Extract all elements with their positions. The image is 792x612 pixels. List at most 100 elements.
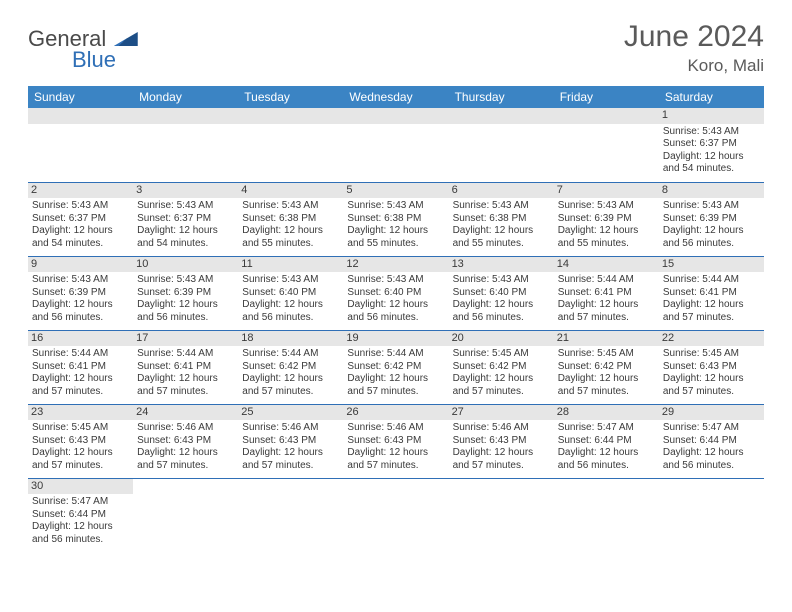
sunrise-line: Sunrise: 5:46 AM — [242, 422, 339, 435]
calendar-cell: 6Sunrise: 5:43 AMSunset: 6:38 PMDaylight… — [449, 182, 554, 256]
calendar-cell — [554, 108, 659, 182]
daylight-line: Daylight: 12 hours and 56 minutes. — [137, 299, 234, 324]
day-number: 5 — [343, 183, 448, 199]
day-number: 4 — [238, 183, 343, 199]
day-header: Tuesday — [238, 86, 343, 108]
sunrise-line: Sunrise: 5:46 AM — [347, 422, 444, 435]
calendar-cell: 5Sunrise: 5:43 AMSunset: 6:38 PMDaylight… — [343, 182, 448, 256]
sunrise-line: Sunrise: 5:43 AM — [242, 274, 339, 287]
sunrise-line: Sunrise: 5:44 AM — [663, 274, 760, 287]
day-number: 11 — [238, 257, 343, 273]
logo-sail-icon — [114, 32, 138, 46]
sunrise-line: Sunrise: 5:44 AM — [558, 274, 655, 287]
daylight-line: Daylight: 12 hours and 55 minutes. — [242, 225, 339, 250]
day-number: 6 — [449, 183, 554, 199]
calendar-cell: 26Sunrise: 5:46 AMSunset: 6:43 PMDayligh… — [343, 404, 448, 478]
calendar-cell: 21Sunrise: 5:45 AMSunset: 6:42 PMDayligh… — [554, 330, 659, 404]
calendar-cell: 17Sunrise: 5:44 AMSunset: 6:41 PMDayligh… — [133, 330, 238, 404]
day-number: 1 — [659, 108, 764, 124]
sunrise-line: Sunrise: 5:43 AM — [32, 200, 129, 213]
sunset-line: Sunset: 6:38 PM — [347, 213, 444, 226]
day-number: 27 — [449, 405, 554, 421]
sunset-line: Sunset: 6:38 PM — [242, 213, 339, 226]
day-number: 7 — [554, 183, 659, 199]
calendar-cell: 22Sunrise: 5:45 AMSunset: 6:43 PMDayligh… — [659, 330, 764, 404]
calendar-cell: 27Sunrise: 5:46 AMSunset: 6:43 PMDayligh… — [449, 404, 554, 478]
month-title: June 2024 — [624, 20, 764, 54]
daylight-line: Daylight: 12 hours and 57 minutes. — [453, 447, 550, 472]
day-number: 19 — [343, 331, 448, 347]
day-header: Thursday — [449, 86, 554, 108]
calendar-cell: 4Sunrise: 5:43 AMSunset: 6:38 PMDaylight… — [238, 182, 343, 256]
daylight-line: Daylight: 12 hours and 57 minutes. — [558, 299, 655, 324]
sunrise-line: Sunrise: 5:44 AM — [347, 348, 444, 361]
calendar-cell — [449, 478, 554, 552]
header: General Blue June 2024 Koro, Mali — [28, 20, 764, 76]
sunset-line: Sunset: 6:42 PM — [347, 361, 444, 374]
day-number: 12 — [343, 257, 448, 273]
sunset-line: Sunset: 6:43 PM — [453, 435, 550, 448]
day-header-row: SundayMondayTuesdayWednesdayThursdayFrid… — [28, 86, 764, 108]
day-number: 25 — [238, 405, 343, 421]
daylight-line: Daylight: 12 hours and 56 minutes. — [453, 299, 550, 324]
sunset-line: Sunset: 6:40 PM — [242, 287, 339, 300]
calendar-cell: 12Sunrise: 5:43 AMSunset: 6:40 PMDayligh… — [343, 256, 448, 330]
calendar-cell: 23Sunrise: 5:45 AMSunset: 6:43 PMDayligh… — [28, 404, 133, 478]
sunset-line: Sunset: 6:43 PM — [663, 361, 760, 374]
sunrise-line: Sunrise: 5:44 AM — [242, 348, 339, 361]
sunrise-line: Sunrise: 5:43 AM — [137, 274, 234, 287]
day-number: 8 — [659, 183, 764, 199]
sunset-line: Sunset: 6:39 PM — [137, 287, 234, 300]
calendar-row: 23Sunrise: 5:45 AMSunset: 6:43 PMDayligh… — [28, 404, 764, 478]
daylight-line: Daylight: 12 hours and 57 minutes. — [242, 447, 339, 472]
day-number: 18 — [238, 331, 343, 347]
daylight-line: Daylight: 12 hours and 54 minutes. — [32, 225, 129, 250]
day-number: 23 — [28, 405, 133, 421]
calendar-row: 9Sunrise: 5:43 AMSunset: 6:39 PMDaylight… — [28, 256, 764, 330]
daylight-line: Daylight: 12 hours and 57 minutes. — [663, 373, 760, 398]
sunset-line: Sunset: 6:40 PM — [453, 287, 550, 300]
daylight-line: Daylight: 12 hours and 56 minutes. — [347, 299, 444, 324]
daylight-line: Daylight: 12 hours and 57 minutes. — [453, 373, 550, 398]
sunrise-line: Sunrise: 5:43 AM — [137, 200, 234, 213]
sunrise-line: Sunrise: 5:43 AM — [558, 200, 655, 213]
calendar-cell: 2Sunrise: 5:43 AMSunset: 6:37 PMDaylight… — [28, 182, 133, 256]
daylight-line: Daylight: 12 hours and 54 minutes. — [663, 151, 760, 176]
sunset-line: Sunset: 6:42 PM — [558, 361, 655, 374]
day-number: 26 — [343, 405, 448, 421]
sunrise-line: Sunrise: 5:43 AM — [453, 274, 550, 287]
title-block: June 2024 Koro, Mali — [624, 20, 764, 76]
daylight-line: Daylight: 12 hours and 57 minutes. — [558, 373, 655, 398]
calendar-cell: 18Sunrise: 5:44 AMSunset: 6:42 PMDayligh… — [238, 330, 343, 404]
day-header: Monday — [133, 86, 238, 108]
sunset-line: Sunset: 6:42 PM — [453, 361, 550, 374]
logo-text-blue: Blue — [72, 49, 138, 71]
calendar-table: SundayMondayTuesdayWednesdayThursdayFrid… — [28, 86, 764, 552]
daylight-line: Daylight: 12 hours and 57 minutes. — [242, 373, 339, 398]
sunrise-line: Sunrise: 5:47 AM — [663, 422, 760, 435]
day-number: 2 — [28, 183, 133, 199]
day-header: Sunday — [28, 86, 133, 108]
sunrise-line: Sunrise: 5:45 AM — [32, 422, 129, 435]
calendar-cell — [554, 478, 659, 552]
sunrise-line: Sunrise: 5:46 AM — [137, 422, 234, 435]
sunrise-line: Sunrise: 5:44 AM — [137, 348, 234, 361]
location-label: Koro, Mali — [624, 56, 764, 76]
calendar-cell: 19Sunrise: 5:44 AMSunset: 6:42 PMDayligh… — [343, 330, 448, 404]
calendar-cell: 1 Sunrise: 5:43 AMSunset: 6:37 PMDaylight… — [659, 108, 764, 182]
sunrise-line: Sunrise: 5:43 AM — [663, 126, 760, 139]
sunset-line: Sunset: 6:44 PM — [558, 435, 655, 448]
calendar-cell: 29Sunrise: 5:47 AMSunset: 6:44 PMDayligh… — [659, 404, 764, 478]
sunset-line: Sunset: 6:37 PM — [137, 213, 234, 226]
day-header: Saturday — [659, 86, 764, 108]
sunrise-line: Sunrise: 5:44 AM — [32, 348, 129, 361]
day-number: 21 — [554, 331, 659, 347]
daylight-line: Daylight: 12 hours and 56 minutes. — [32, 521, 129, 546]
calendar-cell: 16Sunrise: 5:44 AMSunset: 6:41 PMDayligh… — [28, 330, 133, 404]
calendar-cell — [133, 108, 238, 182]
sunrise-line: Sunrise: 5:45 AM — [453, 348, 550, 361]
daylight-line: Daylight: 12 hours and 56 minutes. — [558, 447, 655, 472]
daylight-line: Daylight: 12 hours and 57 minutes. — [347, 447, 444, 472]
sunset-line: Sunset: 6:37 PM — [663, 138, 760, 151]
daylight-line: Daylight: 12 hours and 56 minutes. — [663, 225, 760, 250]
